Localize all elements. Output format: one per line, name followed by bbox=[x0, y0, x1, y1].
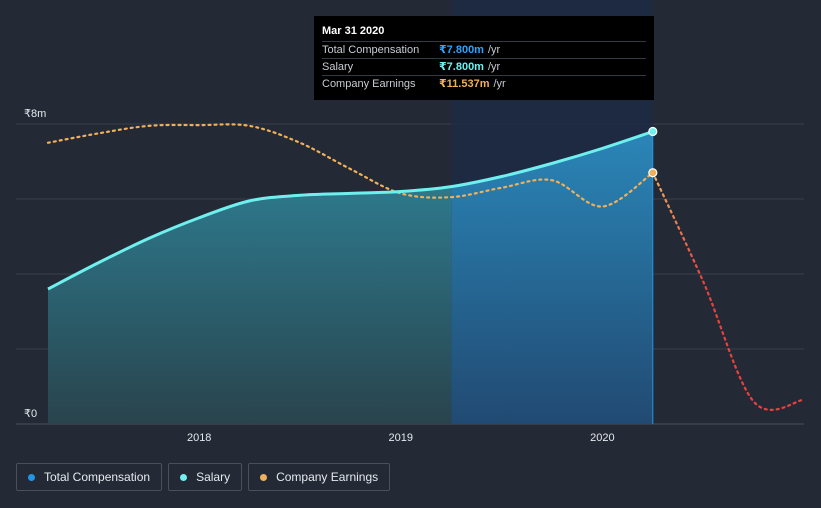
y-tick-label: ₹0 bbox=[24, 408, 37, 420]
x-tick-label: 2020 bbox=[590, 432, 614, 444]
company-earnings-decline-line bbox=[651, 171, 806, 411]
x-tick-label: 2019 bbox=[389, 432, 413, 444]
tooltip-unit: /yr bbox=[493, 78, 506, 90]
total-compensation-area-highlight bbox=[451, 131, 653, 424]
tooltip: Mar 31 2020 Total Compensation ₹7.800m /… bbox=[314, 16, 654, 100]
salary-marker bbox=[648, 126, 658, 137]
tooltip-row-total-compensation: Total Compensation ₹7.800m /yr bbox=[322, 41, 646, 58]
legend: Total Compensation Salary Company Earnin… bbox=[16, 463, 391, 491]
company-earnings-line bbox=[46, 123, 654, 208]
tooltip-date: Mar 31 2020 bbox=[322, 25, 385, 37]
tooltip-row-salary: Salary ₹7.800m /yr bbox=[322, 58, 646, 75]
legend-label: Company Earnings bbox=[276, 470, 379, 484]
y-tick-label: ₹8m bbox=[24, 108, 46, 120]
legend-label: Salary bbox=[196, 470, 231, 484]
x-tick-label: 2018 bbox=[187, 432, 211, 444]
tooltip-label: Total Compensation bbox=[322, 44, 420, 56]
plot-series bbox=[46, 123, 806, 424]
legend-item-company-earnings[interactable]: Company Earnings bbox=[248, 463, 391, 491]
tooltip-unit: /yr bbox=[487, 61, 501, 73]
company-earnings-marker bbox=[648, 168, 658, 178]
legend-item-salary[interactable]: Salary bbox=[168, 463, 243, 491]
legend-dot-icon bbox=[260, 473, 268, 481]
tooltip-label: Salary bbox=[322, 61, 354, 73]
tooltip-label: Company Earnings bbox=[322, 78, 416, 90]
tooltip-row-company-earnings: Company Earnings ₹11.537m /yr bbox=[322, 75, 646, 92]
legend-dot-icon bbox=[180, 473, 188, 481]
tooltip-unit: /yr bbox=[487, 44, 501, 56]
total-compensation-area bbox=[48, 186, 452, 424]
tooltip-value: ₹7.800m bbox=[439, 61, 484, 73]
legend-dot-icon bbox=[28, 473, 35, 481]
tooltip-value: ₹11.537m bbox=[439, 78, 490, 90]
salary-line bbox=[47, 130, 654, 291]
tooltip-value: ₹7.800m bbox=[439, 44, 484, 56]
axis-labels: ₹8m ₹0 2018 2019 2020 bbox=[24, 108, 615, 444]
legend-item-total-compensation[interactable]: Total Compensation bbox=[16, 463, 163, 491]
legend-label: Total Compensation bbox=[44, 470, 151, 484]
